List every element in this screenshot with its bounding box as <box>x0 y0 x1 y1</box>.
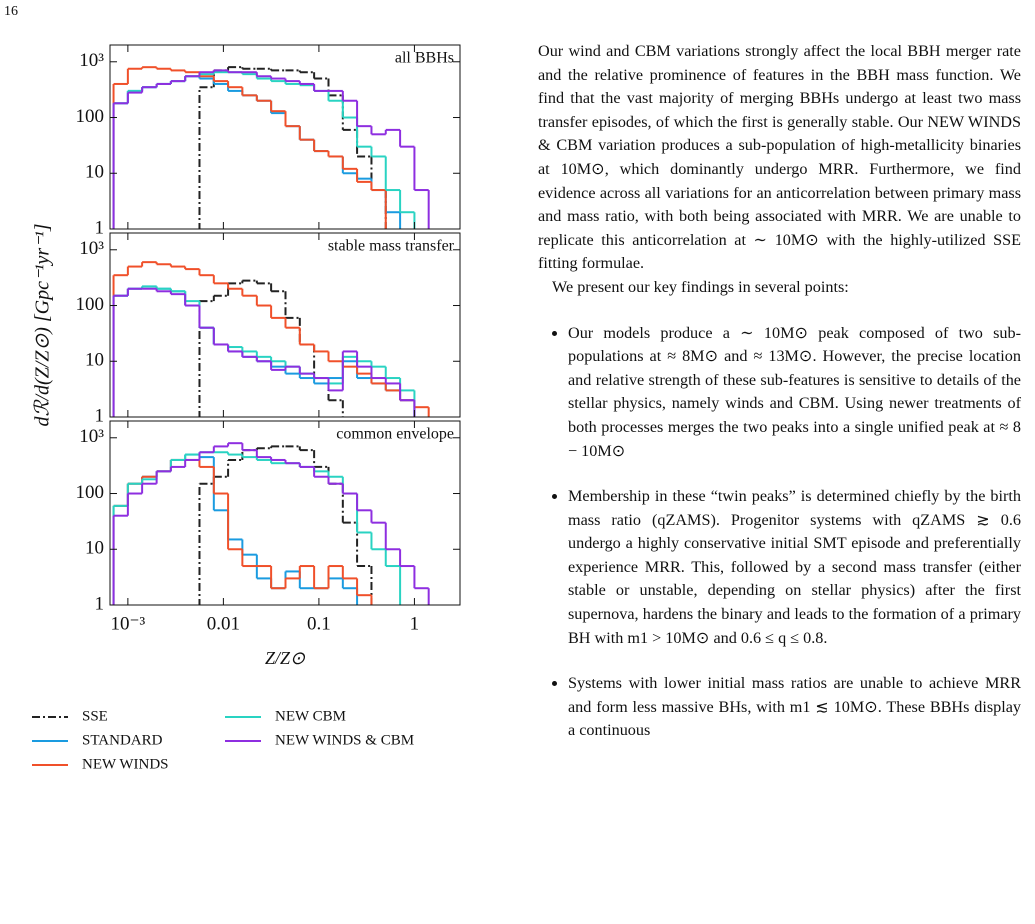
legend-label: NEW CBM <box>275 708 346 724</box>
bullet-list: Our models produce a ∼ 10M⊙ peak compose… <box>538 322 1021 744</box>
bullet: Our models produce a ∼ 10M⊙ peak compose… <box>568 322 1021 464</box>
figure: 1 10 100 10³ all BBHs SSE STANDARD NEW WINDS NEW… <box>32 44 461 772</box>
axes-frame <box>109 420 461 606</box>
x-tick-label: 0.1 <box>307 613 331 634</box>
y-tick-label: 1 <box>95 593 105 614</box>
plot-area <box>112 66 430 229</box>
y-tick-label: 10³ <box>79 426 104 447</box>
y-tick-label: 10 <box>85 162 104 183</box>
axes-frame <box>109 232 461 418</box>
bullet: Systems with lower initial mass ratios a… <box>568 672 1021 743</box>
text-column: Our wind and CBM variations strongly aff… <box>538 40 1021 765</box>
plot-area <box>112 442 430 605</box>
y-tick-label: 100 <box>76 482 105 503</box>
axes-frame <box>109 44 461 230</box>
legend-label: NEW WINDS & CBM <box>275 732 414 748</box>
panel-label: stable mass transfer <box>328 238 455 255</box>
legend-label: SSE <box>82 708 108 724</box>
y-tick-label: 1 <box>95 405 105 426</box>
paragraph: We present our key findings in several p… <box>552 277 849 296</box>
bullet: Membership in these “twin peaks” is dete… <box>568 485 1021 650</box>
y-tick-label: 10 <box>85 538 104 559</box>
y-tick-label: 100 <box>76 106 105 127</box>
y-tick-label: 10 <box>85 350 104 371</box>
panel-label: common envelope <box>336 426 454 443</box>
y-axis-label: dℛ/d(Z/Z⊙) [Gpc⁻¹yr⁻¹] <box>32 223 54 426</box>
y-tick-label: 100 <box>76 294 105 315</box>
panel-label: all BBHs <box>395 50 454 67</box>
paragraph: Our wind and CBM variations strongly aff… <box>538 42 1021 273</box>
legend-label: NEW WINDS <box>82 756 169 772</box>
y-tick-label: 10³ <box>79 50 104 71</box>
y-tick-label: 1 <box>95 217 105 238</box>
legend-label: STANDARD <box>82 732 163 748</box>
x-tick-label: 1 <box>410 613 420 634</box>
page-number: 16 <box>4 4 18 19</box>
x-tick-label: 0.01 <box>207 613 240 634</box>
x-tick-label: 10⁻³ <box>111 613 146 634</box>
x-axis-label: Z/Z⊙ <box>265 648 306 668</box>
y-tick-label: 10³ <box>79 238 104 259</box>
plot-area <box>112 261 430 417</box>
